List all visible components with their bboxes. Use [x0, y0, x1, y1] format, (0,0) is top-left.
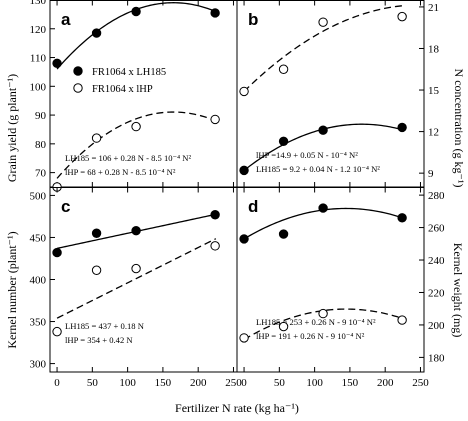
panel-a: a 70 80 90 100 110 120 130 LH185 = 106 + 0.28 N …	[30, 0, 238, 192]
x-tick-label: 50	[87, 377, 99, 389]
equation: LH185 = 9.2 + 0.04 N - 1.2 10⁻⁴ N²	[256, 164, 380, 174]
fit-line-lhp	[56, 238, 217, 319]
y-tick-label: 120	[30, 24, 47, 36]
point-lhp	[318, 17, 328, 27]
panel-c: c 300 350 400 450 500 0 50 100 150 200 250 LH185 = 4…	[30, 187, 242, 389]
point-lh185	[91, 228, 102, 238]
y-tick-label: 350	[30, 317, 47, 329]
y-tick-label: 300	[30, 359, 47, 371]
point-lh185	[318, 203, 328, 213]
x-tick-label: 250	[412, 377, 429, 389]
y-tick-label: 280	[428, 190, 445, 202]
y-tick-label: 220	[428, 287, 445, 299]
equation: LH185 = 253 + 0.26 N - 9 10⁻⁴ N²	[256, 317, 376, 327]
fit-line-lh185	[243, 207, 404, 240]
point-lhp	[91, 133, 102, 143]
equation: LH185 = 106 + 0.28 N - 8.5 10⁻⁴ N²	[65, 153, 191, 163]
point-lh185	[318, 125, 328, 135]
x-tick-label: 200	[377, 377, 394, 389]
fit-line-lhp	[56, 111, 217, 179]
y-tick-label: 80	[35, 139, 47, 151]
equation: LH185 = 437 + 0.18 N	[65, 321, 145, 331]
y-tick-label: 130	[30, 0, 47, 7]
equation: lHP =14.9 + 0.05 N - 10⁻⁴ N²	[256, 150, 358, 160]
x-tick-label: 0	[54, 377, 60, 389]
panel-label: b	[248, 10, 258, 29]
y-tick-label: 90	[35, 110, 47, 122]
x-axis-title: Fertilizer N rate (kg ha⁻¹)	[175, 401, 299, 415]
point-lhp	[210, 241, 220, 251]
point-lhp	[239, 333, 249, 343]
x-tick-label: 100	[306, 377, 323, 389]
panel-label: d	[248, 197, 258, 216]
y-tick-label: 9	[428, 168, 434, 180]
point-lh185	[239, 165, 249, 176]
x-tick-label: 50	[274, 377, 286, 389]
point-lh185	[397, 122, 407, 133]
x-tick-label: 100	[119, 377, 136, 389]
panel-b: b 9 12 15 18 21 lHP =14.9 + 0.05 N - 10⁻⁴ N² LH…	[236, 0, 440, 188]
point-lhp	[397, 315, 407, 325]
y-tick-label: 15	[428, 85, 440, 97]
point-lhp	[210, 114, 220, 125]
fit-line-lhp	[243, 308, 404, 341]
point-lhp	[131, 263, 141, 274]
point-lhp	[91, 265, 102, 275]
y-right-bottom-title: Kernel weight (mg)	[451, 243, 465, 338]
y-tick-label: 110	[30, 53, 47, 65]
equation: lHP = 354 + 0.42 N	[65, 335, 133, 345]
point-lhp	[239, 86, 249, 97]
y-tick-label: 21	[428, 2, 439, 14]
x-tick-label: 150	[155, 377, 172, 389]
point-lhp	[397, 11, 407, 22]
panel-label: c	[61, 197, 70, 216]
legend-marker	[73, 66, 83, 76]
y-left-top-title: Grain yield (g plant⁻¹)	[5, 74, 19, 182]
point-lh185	[239, 234, 249, 244]
y-tick-label: 100	[30, 81, 47, 93]
y-tick-label: 400	[30, 275, 47, 287]
point-lh185	[131, 6, 141, 17]
point-lh185	[210, 210, 220, 220]
point-lh185	[278, 136, 289, 146]
point-lhp	[131, 121, 141, 132]
y-right-top-title: N concentration (g kg⁻¹)	[452, 69, 466, 188]
point-lhp	[52, 326, 62, 337]
point-lh185	[91, 28, 102, 38]
y-left-bottom-title: Kernel number (plant⁻¹)	[5, 231, 19, 348]
legend-label: FR1064 x LH185	[92, 67, 166, 78]
point-lh185	[52, 247, 62, 258]
y-tick-label: 450	[30, 232, 47, 244]
y-tick-label: 70	[35, 168, 47, 180]
x-tick-label: 250	[225, 377, 242, 389]
legend-marker	[73, 83, 83, 93]
panel-d: d 180 200 220 240 260 280 0 50 100 150 200 250 LH185 …	[236, 187, 445, 389]
fit-line-lhp	[243, 5, 403, 92]
point-lh185	[397, 213, 407, 223]
panel-frame	[236, 187, 425, 373]
x-tick-label: 200	[190, 377, 207, 389]
y-tick-label: 260	[428, 223, 445, 235]
y-tick-label: 180	[428, 352, 445, 364]
equation: lHP = 68 + 0.28 N - 8.5 10⁻⁴ N²	[65, 167, 176, 177]
legend-label: FR1064 x lHP	[92, 84, 153, 95]
point-lh185	[278, 229, 289, 239]
y-tick-label: 12	[428, 127, 439, 139]
y-tick-label: 500	[30, 190, 47, 202]
equation: lHP = 191 + 0.26 N - 9 10⁻⁴ N²	[256, 331, 365, 341]
y-tick-label: 240	[428, 255, 445, 267]
point-lh185	[131, 226, 141, 236]
point-lhp	[278, 321, 289, 332]
point-lh185	[52, 58, 62, 68]
panel-label: a	[61, 10, 71, 29]
x-tick-label: 0	[241, 377, 247, 389]
y-tick-label: 200	[428, 320, 445, 332]
y-tick-label: 18	[428, 43, 440, 55]
point-lhp	[318, 308, 328, 319]
x-tick-label: 150	[342, 377, 359, 389]
point-lh185	[210, 8, 220, 18]
point-lhp	[278, 64, 289, 74]
